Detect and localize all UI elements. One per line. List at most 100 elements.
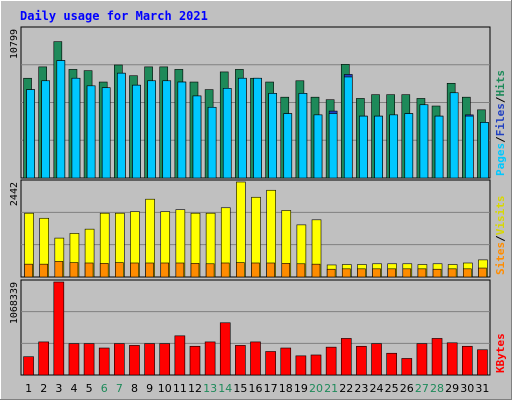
bar-pages-17 [268,93,277,179]
bar-kbytes-6 [98,347,110,376]
bar-pages-3 [56,60,66,179]
bar-pages-29 [449,92,459,179]
x-tick-label-20: 20 [309,382,323,395]
bar-kbytes-26 [401,358,413,376]
x-tick-label-5: 5 [86,382,93,395]
y-max-label: 10799 [9,29,20,59]
bar-pages-22 [343,76,353,179]
bar-kbytes-29 [446,342,458,376]
bar-pages-2 [41,80,50,179]
legend-kbytes: KBytes [494,333,507,373]
bar-pages-27 [419,104,429,179]
x-tick-label-14: 14 [218,382,232,395]
bar-sites-11 [175,262,185,278]
bar-kbytes-13 [204,341,216,376]
x-tick-label-24: 24 [370,382,384,395]
x-tick-label-6: 6 [101,382,108,395]
bar-pages-8 [132,84,141,179]
x-tick-label-18: 18 [279,382,293,395]
x-tick-label-2: 2 [40,382,47,395]
bar-pages-21 [328,113,338,179]
bar-kbytes-2 [38,341,49,376]
bar-pages-6 [101,87,111,179]
chart-panels: 10799Pages/Files/Hits2442Sites/Visits106… [9,26,507,376]
legend-separator: / [494,235,507,242]
bar-kbytes-5 [83,343,95,376]
bar-pages-13 [207,106,217,179]
x-tick-label-23: 23 [354,382,368,395]
bar-sites-7 [115,262,124,278]
legend-separator: / [494,136,507,143]
legend-separator: / [494,96,507,103]
x-tick-label-27: 27 [415,382,429,395]
bar-kbytes-30 [462,345,473,376]
bar-pages-16 [253,77,262,179]
bar-sites-5 [84,262,94,278]
bar-pages-15 [238,77,247,179]
bar-pages-10 [162,80,172,179]
x-axis-tick-labels: 1 2 3 4 5 6 7 8 9 10 11 12 13 14 15 16 17 18 19 20 21 22 23 24 2… [25,382,489,395]
x-tick-label-15: 15 [233,382,247,395]
bar-pages-12 [192,95,202,179]
bar-pages-23 [359,115,368,179]
bar-pages-31 [480,122,489,179]
bar-pages-4 [71,77,81,179]
bar-kbytes-1 [23,356,34,376]
bar-sites-6 [99,263,109,278]
bar-pages-18 [283,113,293,179]
x-tick-label-17: 17 [264,382,278,395]
bar-sites-22 [341,268,351,278]
bar-kbytes-23 [356,345,367,376]
bar-sites-18 [281,263,291,278]
bar-kbytes-28 [431,338,443,376]
bar-pages-9 [147,80,156,179]
bar-pages-28 [434,115,444,179]
legend-sites: Sites [494,242,507,275]
y-max-label: 2442 [9,182,20,206]
x-tick-label-7: 7 [116,382,123,395]
legend-visits: Visits [494,196,507,236]
y-max-label: 1068339 [9,282,20,324]
bar-sites-13 [205,263,215,278]
bar-sites-9 [145,262,154,278]
x-tick-label-10: 10 [158,382,172,395]
bar-sites-4 [69,262,79,278]
x-tick-label-29: 29 [445,382,459,395]
bar-pages-30 [465,115,474,179]
bar-kbytes-7 [114,343,125,376]
bar-sites-1 [24,263,33,278]
x-tick-label-9: 9 [146,382,153,395]
bar-kbytes-21 [325,346,337,376]
bar-kbytes-16 [250,341,261,376]
bar-kbytes-31 [477,349,488,376]
bar-sites-29 [447,268,457,278]
bar-kbytes-3 [53,281,65,376]
legend-visits-sites: Sites/Visits [494,196,507,276]
bar-kbytes-18 [280,347,292,376]
bar-pages-19 [298,93,308,179]
panel-kbytes: 1068339 KBytes [9,279,507,376]
bar-pages-24 [374,115,383,179]
bar-kbytes-25 [386,352,397,376]
bar-kbytes-8 [129,345,140,376]
bar-kbytes-15 [235,345,246,376]
bar-pages-11 [177,81,187,179]
legend-hits: Hits [494,70,507,97]
x-tick-label-4: 4 [70,382,77,395]
bar-sites-28 [432,268,442,278]
x-tick-label-13: 13 [203,382,217,395]
bar-pages-7 [117,72,126,179]
x-tick-label-3: 3 [55,382,62,395]
bar-sites-24 [372,268,381,278]
legend-kbytes: KBytes [494,333,507,373]
x-tick-label-16: 16 [249,382,263,395]
bar-sites-8 [130,262,139,278]
x-tick-label-21: 21 [324,382,338,395]
bar-sites-10 [160,262,170,278]
x-tick-label-30: 30 [460,382,474,395]
x-tick-label-25: 25 [385,382,399,395]
bar-sites-21 [326,268,336,278]
bar-sites-25 [387,268,396,278]
x-tick-label-8: 8 [131,382,138,395]
